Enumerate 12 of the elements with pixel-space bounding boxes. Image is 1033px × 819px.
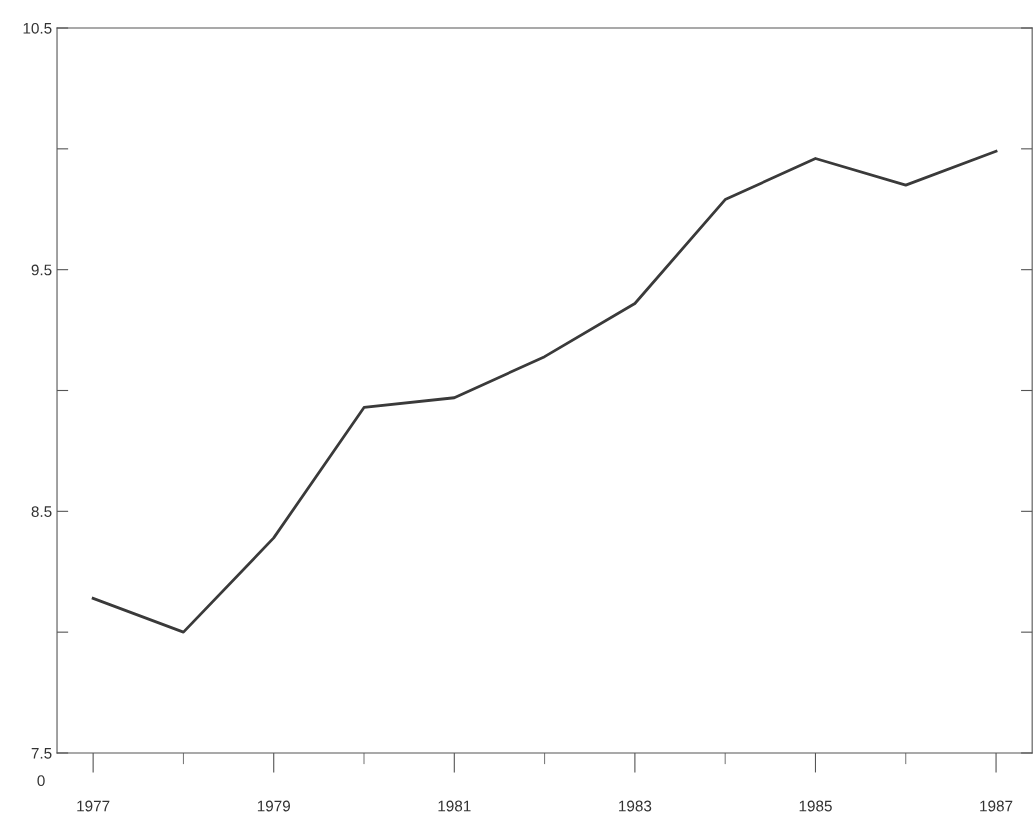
y-tick-label: 8.5 [31,506,52,518]
x-tick-label: 1985 [799,800,832,812]
text: 0 [37,775,45,787]
x-tick-label: 1983 [619,800,652,812]
x-tick-label: 1981 [438,800,471,812]
x-tick-label: 1979 [257,800,290,812]
x-tick-label: 1977 [77,800,110,812]
y-tick-label: 7.5 [31,748,52,759]
line-series [91,149,998,634]
x-tick-label: 1987 [980,800,1013,812]
y-tick-label: 9.5 [31,264,52,276]
y-tick-label: 10.5 [23,22,52,34]
